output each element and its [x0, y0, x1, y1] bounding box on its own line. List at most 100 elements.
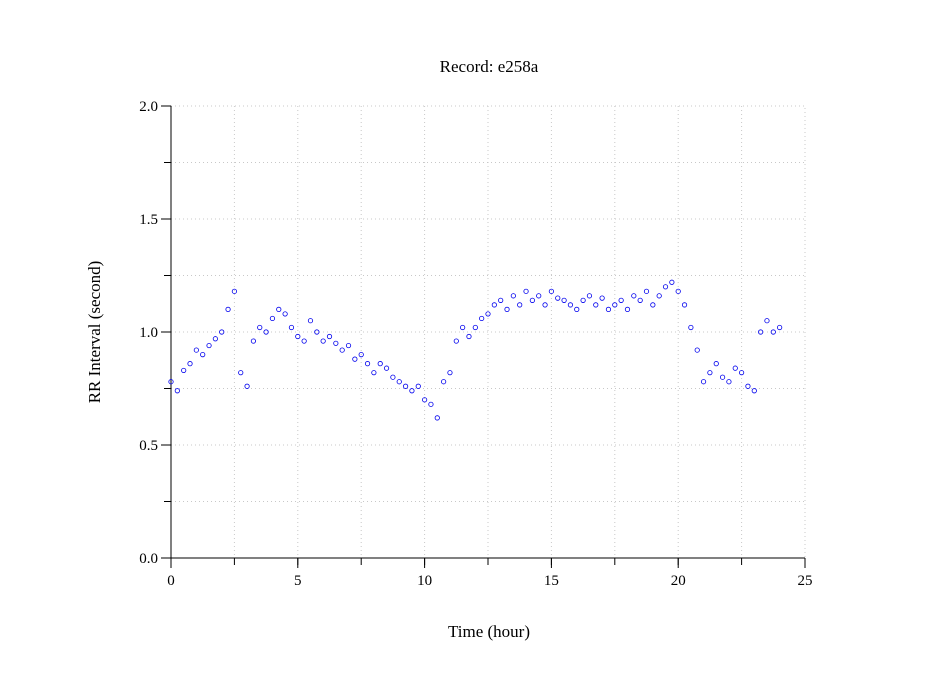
data-point [409, 388, 415, 394]
data-point [383, 365, 390, 371]
data-point [326, 333, 333, 340]
data-point [517, 302, 523, 308]
data-point [472, 324, 478, 331]
axes: 0 5 10 15 20 25 0.0 0.5 1.0 1.5 2.0 [139, 99, 812, 589]
data-point [364, 361, 371, 367]
data-point [624, 306, 631, 312]
data-point [504, 306, 510, 312]
data-point [764, 318, 770, 324]
data-point [491, 302, 497, 308]
data-point [466, 333, 472, 340]
x-axis-label: Time (hour) [448, 622, 530, 641]
data-point [777, 324, 783, 331]
data-point [536, 293, 542, 299]
data-point [726, 379, 732, 385]
data-point [688, 324, 694, 331]
data-point [421, 397, 428, 403]
data-point [694, 347, 700, 353]
data-point [453, 338, 459, 344]
data-point [548, 288, 555, 294]
data-point [662, 284, 669, 290]
data-point [181, 367, 187, 374]
data-point [555, 295, 561, 301]
data-point [238, 370, 244, 376]
y-tick-label: 1.0 [139, 325, 158, 341]
data-point [288, 324, 295, 331]
data-point [460, 324, 466, 331]
data-point [377, 361, 383, 367]
data-point [707, 370, 713, 376]
data-point [713, 361, 719, 367]
data-point [732, 365, 738, 371]
data-point [675, 288, 681, 294]
y-tick-label: 0.5 [139, 438, 158, 454]
data-point [339, 347, 345, 353]
data-point [498, 297, 504, 303]
data-point [320, 338, 326, 344]
data-point [681, 302, 688, 308]
data-point [390, 374, 396, 380]
data-point [396, 379, 402, 385]
data-point [612, 302, 618, 308]
data-point [561, 297, 567, 303]
data-point [637, 297, 643, 303]
data-point [314, 329, 320, 335]
x-tick-label: 0 [167, 573, 175, 589]
data-point [580, 297, 586, 303]
data-point [738, 370, 745, 376]
data-point [212, 336, 218, 342]
data-point [447, 370, 453, 376]
data-point [301, 338, 307, 344]
data-point [618, 297, 624, 303]
data-point [257, 324, 263, 331]
data-point [567, 302, 574, 308]
data-point [441, 379, 447, 385]
data-point [523, 288, 529, 294]
data-point [276, 306, 282, 312]
y-axis-label: RR Interval (second) [85, 261, 104, 404]
data-point [282, 311, 288, 317]
data-point [174, 388, 180, 394]
data-point [415, 383, 421, 389]
data-point [751, 388, 757, 394]
data-point [599, 295, 605, 301]
data-point [700, 379, 707, 385]
data-point [358, 351, 364, 358]
data-point [434, 415, 440, 421]
y-tick-label: 0.0 [139, 551, 158, 567]
data-point [371, 370, 377, 376]
data-points [168, 279, 783, 421]
chart-title: Record: e258a [440, 57, 539, 76]
data-point [770, 329, 776, 335]
data-point [758, 329, 764, 335]
data-point [586, 293, 593, 299]
data-point [593, 302, 599, 308]
data-point [485, 311, 491, 317]
data-point [168, 379, 174, 385]
data-point [225, 306, 231, 312]
data-point [345, 342, 352, 349]
data-point [745, 383, 751, 389]
data-point [187, 361, 193, 367]
x-tick-label: 20 [671, 573, 686, 589]
data-point [200, 351, 206, 358]
x-tick-label: 10 [417, 573, 432, 589]
data-point [479, 315, 485, 322]
x-tick-label: 15 [544, 573, 559, 589]
data-point [529, 297, 535, 303]
data-point [719, 374, 726, 380]
data-point [333, 340, 339, 346]
data-point [650, 302, 656, 308]
data-point [402, 383, 409, 389]
data-point [631, 293, 637, 299]
x-tick-label: 5 [294, 573, 302, 589]
data-point [295, 333, 301, 340]
data-point [193, 347, 199, 353]
data-point [269, 315, 276, 322]
data-point [244, 383, 250, 389]
x-tick-label: 25 [798, 573, 813, 589]
data-point [542, 302, 548, 308]
data-point [510, 293, 516, 299]
data-point [307, 318, 314, 324]
